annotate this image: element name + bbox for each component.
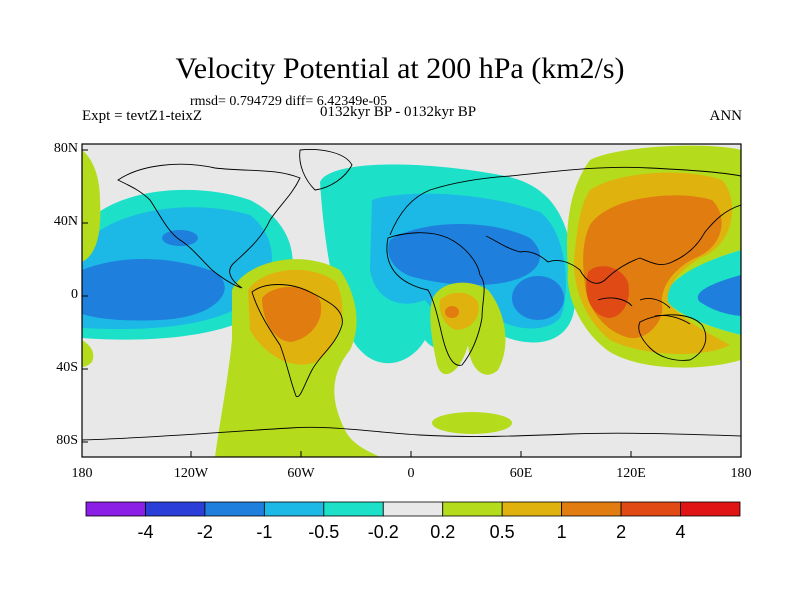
coast-north-america (117, 163, 301, 289)
colorbar-box-2 (204, 501, 265, 517)
contour-southern-africa-positive-mid (439, 292, 479, 330)
colorbar-label-4: -0.2 (367, 522, 399, 542)
contour-west-edge-south-positive (82, 340, 94, 367)
coast-greenland (299, 149, 353, 191)
contour-indian-ocean-core (512, 276, 564, 320)
coast-south-america (251, 284, 343, 398)
colorbar-label-2: -1 (256, 522, 273, 542)
contour-west-pacific-negative-core (697, 275, 741, 316)
lat-label-40n: 40N (53, 214, 78, 229)
contour-south-america-positive-core (262, 286, 322, 342)
contour-field (82, 144, 741, 457)
colorbar-box-4 (323, 501, 384, 517)
lon-label-60e: 60E (509, 466, 533, 481)
colorbar-label-5: 0.2 (430, 522, 456, 542)
contour-asia-positive-core (586, 266, 629, 318)
contour-eurasia-negative-core (388, 223, 541, 286)
lon-label-180e: 180 (730, 466, 752, 481)
contour-southern-ocean-positive (432, 412, 512, 434)
lon-label-120w: 120W (173, 466, 209, 481)
colorbar-box-7 (501, 501, 563, 517)
coastlines (82, 149, 741, 441)
stats-line: rmsd= 0.794729 diff= 6.42349e-05 (190, 94, 388, 109)
colorbar-box-8 (561, 501, 622, 517)
contour-pacific-small-core (162, 230, 198, 246)
lat-label-80n: 80N (53, 141, 78, 156)
lat-label-40s: 40S (56, 360, 78, 375)
colorbar (85, 501, 741, 517)
period-label: 0132kyr BP - 0132kyr BP (320, 104, 477, 120)
lat-label-0: 0 (71, 287, 78, 302)
colorbar-label-7: 1 (556, 522, 567, 542)
coast-africa (386, 232, 485, 366)
colorbar-label-8: 2 (616, 522, 627, 542)
colorbar-label-0: -4 (137, 522, 154, 542)
colorbar-box-0 (85, 501, 146, 517)
contour-southern-africa-core (445, 306, 459, 318)
lon-label-180w: 180 (71, 466, 93, 481)
colorbar-box-5 (382, 501, 444, 517)
contour-west-edge-positive (82, 150, 101, 262)
experiment-label: Expt = tevtZ1-teixZ (82, 108, 203, 124)
contour-east-pacific-negative-core (82, 258, 225, 321)
lon-label-120e: 120E (616, 466, 646, 481)
colorbar-box-1 (145, 501, 206, 517)
lon-label-0: 0 (407, 466, 415, 481)
colorbar-box-9 (620, 501, 681, 517)
colorbar-label-3: -0.5 (308, 522, 340, 542)
colorbar-box-10 (680, 501, 741, 517)
coast-antarctica (82, 426, 741, 441)
colorbar-label-6: 0.5 (489, 522, 515, 542)
season-label: ANN (709, 108, 743, 124)
colorbar-label-1: -2 (196, 522, 213, 542)
axis-ticks (82, 149, 632, 457)
plot-title: Velocity Potential at 200 hPa (km2/s) (175, 52, 625, 85)
coast-australia (638, 314, 707, 361)
colorbar-box-3 (263, 501, 325, 517)
colorbar-label-9: 4 (675, 522, 686, 542)
lon-label-60w: 60W (287, 466, 315, 481)
colorbar-box-6 (442, 501, 503, 517)
coast-eurasia (389, 166, 741, 284)
lat-label-80s: 80S (56, 433, 78, 448)
